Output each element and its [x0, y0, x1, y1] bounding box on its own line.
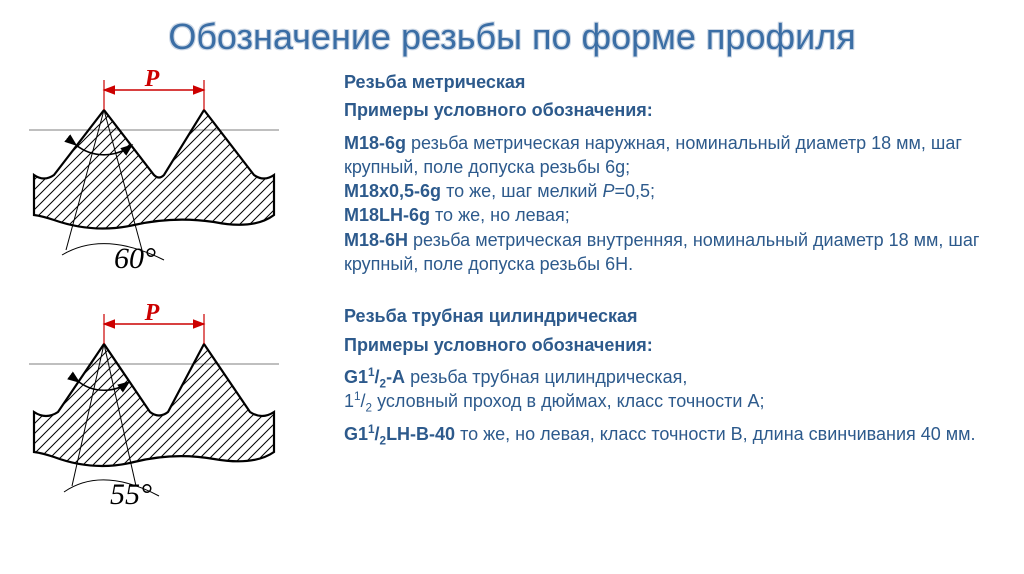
angle-label-60: 60°	[114, 242, 156, 275]
pitch-label: P	[144, 70, 160, 92]
section-pipe: P 55° Резьба трубная цилиндрическая Прим…	[24, 304, 1000, 514]
example-g1-lh: G11/2LH-B-40 то же, но левая, класс точн…	[344, 422, 1000, 446]
examples-label-2: Примеры условного обозначения:	[344, 333, 1000, 357]
thread-diagram-55: P 55°	[24, 304, 324, 514]
examples-label-1: Примеры условного обозначения:	[344, 98, 1000, 122]
subtitle-pipe: Резьба трубная цилиндрическая	[344, 304, 1000, 328]
thread-diagram-60: P 60°	[24, 70, 324, 280]
example-g1-a: G11/2-A резьба трубная цилиндрическая, 1…	[344, 365, 1000, 414]
text-block-pipe: Резьба трубная цилиндрическая Примеры ус…	[344, 304, 1000, 453]
subtitle-metric: Резьба метрическая	[344, 70, 1000, 94]
page-title: Обозначение резьбы по форме профиля	[24, 16, 1000, 58]
example-m18-6g: M18-6g резьба метрическая наружная, номи…	[344, 131, 1000, 277]
pitch-label-2: P	[144, 304, 160, 326]
text-block-metric: Резьба метрическая Примеры условного обо…	[344, 70, 1000, 284]
angle-label-55: 55°	[110, 478, 152, 511]
section-metric: P 60° Резьба метрическая Примеры условно…	[24, 70, 1000, 284]
